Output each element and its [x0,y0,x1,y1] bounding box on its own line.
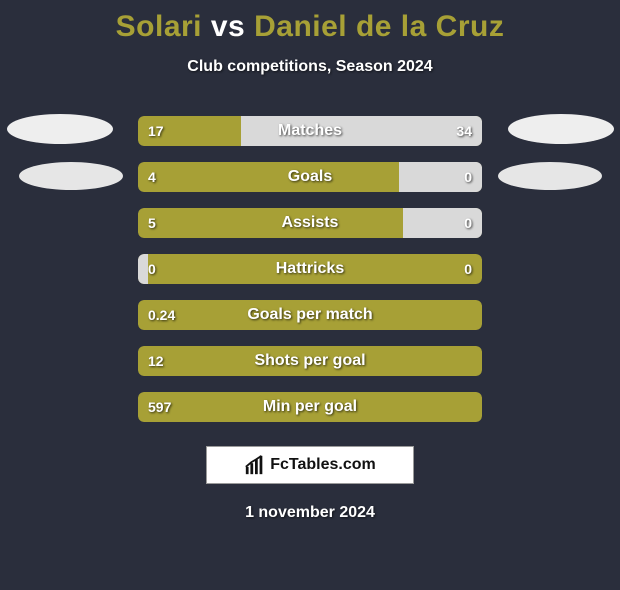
stat-value-right: 0 [464,215,472,231]
stat-label: Goals [288,168,332,186]
stat-value-left: 17 [148,123,164,139]
stat-row: 0.24 Goals per match [138,300,482,330]
stat-value-right: 0 [464,169,472,185]
title-player2: Daniel de la Cruz [254,10,504,43]
stat-value-right: 34 [456,123,472,139]
footer-date: 1 november 2024 [0,504,620,522]
title-vs: vs [211,10,245,43]
stat-row: 0 Hattricks 0 [138,254,482,284]
avatar-player1-secondary [19,162,123,190]
stat-row: 4 Goals 0 [138,162,482,192]
title-player1: Solari [116,10,202,43]
stat-label: Hattricks [276,260,344,278]
stat-rows: 17 Matches 34 4 Goals 0 5 Assists 0 0 Hattricks 0 0.… [138,116,482,422]
stat-value-left: 5 [148,215,156,231]
stat-label: Goals per match [247,306,372,324]
page-title: Solari vs Daniel de la Cruz [0,10,620,44]
avatar-player1 [7,114,113,144]
stat-label: Assists [282,214,339,232]
logo-badge: FcTables.com [206,446,414,484]
logo-text: FcTables.com [270,456,376,474]
stat-row: 12 Shots per goal [138,346,482,376]
subtitle: Club competitions, Season 2024 [0,58,620,76]
chart-icon [244,454,266,476]
stat-value-left: 0.24 [148,307,175,323]
stat-row: 597 Min per goal [138,392,482,422]
stat-value-right: 0 [464,261,472,277]
stat-value-left: 4 [148,169,156,185]
stat-value-left: 597 [148,399,171,415]
stat-value-left: 12 [148,353,164,369]
stat-row: 5 Assists 0 [138,208,482,238]
avatar-player2 [508,114,614,144]
stat-label: Shots per goal [254,352,365,370]
stat-row: 17 Matches 34 [138,116,482,146]
avatar-player2-secondary [498,162,602,190]
stat-label: Min per goal [263,398,357,416]
stat-label: Matches [278,122,342,140]
comparison-chart: 17 Matches 34 4 Goals 0 5 Assists 0 0 Hattricks 0 0.… [0,116,620,422]
stat-value-left: 0 [148,261,156,277]
